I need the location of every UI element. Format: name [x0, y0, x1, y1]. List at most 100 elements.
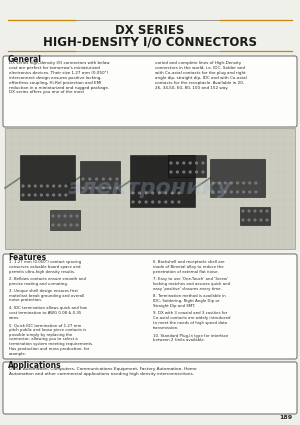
- Circle shape: [218, 182, 220, 184]
- Circle shape: [40, 185, 42, 187]
- Circle shape: [52, 224, 54, 226]
- Circle shape: [260, 219, 262, 221]
- Circle shape: [96, 187, 98, 189]
- Circle shape: [171, 201, 173, 203]
- Circle shape: [158, 201, 160, 203]
- Text: 3. Unique shell design ensures first
mate/last break grounding and overall
noise: 3. Unique shell design ensures first mat…: [9, 289, 84, 303]
- Circle shape: [103, 178, 104, 180]
- Circle shape: [254, 219, 256, 221]
- Text: Office Automation, Computers, Communications Equipment, Factory Automation, Home: Office Automation, Computers, Communicat…: [9, 367, 196, 376]
- FancyBboxPatch shape: [3, 254, 297, 359]
- Circle shape: [109, 187, 111, 189]
- Circle shape: [65, 185, 67, 187]
- FancyBboxPatch shape: [3, 362, 297, 414]
- Text: DX series high-density I/O connectors with below
cost are perfect for tomorrow's: DX series high-density I/O connectors wi…: [9, 61, 109, 94]
- Text: varied and complete lines of High-Density
connectors in the world, i.e. IDC, Sol: varied and complete lines of High-Densit…: [155, 61, 247, 90]
- Circle shape: [237, 191, 239, 193]
- Bar: [50, 210, 80, 230]
- Circle shape: [96, 178, 98, 180]
- Circle shape: [230, 191, 232, 193]
- Text: Applications: Applications: [8, 361, 62, 370]
- Circle shape: [109, 178, 111, 180]
- FancyBboxPatch shape: [3, 56, 297, 127]
- Circle shape: [82, 187, 84, 189]
- Circle shape: [202, 162, 204, 164]
- Circle shape: [183, 171, 185, 173]
- Circle shape: [255, 182, 257, 184]
- Circle shape: [89, 178, 91, 180]
- Circle shape: [28, 185, 30, 187]
- Circle shape: [28, 194, 30, 196]
- Circle shape: [202, 171, 204, 173]
- Circle shape: [224, 191, 226, 193]
- Circle shape: [248, 219, 250, 221]
- Circle shape: [34, 185, 36, 187]
- Bar: [20, 155, 75, 200]
- Circle shape: [266, 219, 268, 221]
- Circle shape: [196, 171, 197, 173]
- Text: 8. Termination method is available in
IDC, Soldering, Right Angle Dip or
Straigh: 8. Termination method is available in ID…: [153, 294, 226, 308]
- Circle shape: [58, 215, 60, 217]
- Circle shape: [230, 182, 232, 184]
- Circle shape: [178, 192, 180, 194]
- Text: 5. Quick IDC termination of 1.27 mm
pitch public and loose piece contacts is
pos: 5. Quick IDC termination of 1.27 mm pitc…: [9, 323, 93, 356]
- Circle shape: [145, 201, 147, 203]
- Text: 2. Bellows contacts ensure smooth and
precise mating and unmating.: 2. Bellows contacts ensure smooth and pr…: [9, 277, 86, 286]
- Circle shape: [70, 224, 72, 226]
- Circle shape: [249, 182, 251, 184]
- Circle shape: [145, 192, 147, 194]
- Circle shape: [46, 185, 48, 187]
- Circle shape: [243, 191, 244, 193]
- Circle shape: [243, 182, 244, 184]
- Circle shape: [248, 210, 250, 212]
- Circle shape: [170, 171, 172, 173]
- Circle shape: [82, 178, 84, 180]
- Circle shape: [254, 210, 256, 212]
- Circle shape: [46, 194, 48, 196]
- Circle shape: [76, 215, 78, 217]
- Circle shape: [89, 187, 91, 189]
- Circle shape: [52, 215, 54, 217]
- Text: HIGH-DENSITY I/O CONNECTORS: HIGH-DENSITY I/O CONNECTORS: [43, 36, 257, 48]
- Circle shape: [132, 201, 134, 203]
- Circle shape: [65, 194, 67, 196]
- Bar: [130, 155, 195, 207]
- Circle shape: [242, 219, 244, 221]
- Circle shape: [165, 192, 167, 194]
- Text: электронику: электронику: [68, 178, 232, 198]
- Circle shape: [64, 215, 66, 217]
- Circle shape: [22, 185, 24, 187]
- Circle shape: [170, 162, 172, 164]
- Text: 189: 189: [279, 415, 292, 420]
- Text: 6. Backshell and receptacle shell are
made of Bimetal alloy to reduce the
penetr: 6. Backshell and receptacle shell are ma…: [153, 260, 224, 274]
- Circle shape: [249, 191, 251, 193]
- Circle shape: [242, 210, 244, 212]
- Circle shape: [116, 178, 118, 180]
- Text: 9. DX with 3 coaxial and 3 cavities for
Co-axial contacts are widely introduced
: 9. DX with 3 coaxial and 3 cavities for …: [153, 311, 230, 329]
- Bar: [5, 128, 295, 249]
- Circle shape: [218, 191, 220, 193]
- Text: 10. Standard Plug-In type for interface
between 2 Units available.: 10. Standard Plug-In type for interface …: [153, 334, 228, 343]
- Circle shape: [212, 191, 214, 193]
- Circle shape: [176, 162, 178, 164]
- Circle shape: [189, 162, 191, 164]
- Bar: [80, 161, 120, 193]
- Circle shape: [212, 182, 214, 184]
- Circle shape: [22, 194, 24, 196]
- Circle shape: [165, 201, 167, 203]
- Circle shape: [116, 187, 118, 189]
- Text: 4. IDC termination allows quick and low
cost termination to AWG 0.08 & 0.35
wire: 4. IDC termination allows quick and low …: [9, 306, 87, 320]
- Circle shape: [158, 192, 160, 194]
- Circle shape: [70, 215, 72, 217]
- Circle shape: [224, 182, 226, 184]
- Circle shape: [152, 201, 154, 203]
- Bar: [210, 159, 265, 197]
- Bar: [240, 207, 270, 225]
- Bar: [168, 155, 206, 177]
- Circle shape: [266, 210, 268, 212]
- Circle shape: [196, 162, 197, 164]
- Circle shape: [183, 162, 185, 164]
- Circle shape: [132, 192, 134, 194]
- Text: DX SERIES: DX SERIES: [115, 23, 185, 37]
- Circle shape: [176, 171, 178, 173]
